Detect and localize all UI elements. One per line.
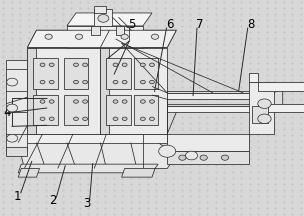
Polygon shape xyxy=(167,91,274,93)
Circle shape xyxy=(7,104,18,112)
Polygon shape xyxy=(6,60,27,151)
Polygon shape xyxy=(6,147,27,156)
Polygon shape xyxy=(100,48,167,134)
Circle shape xyxy=(122,80,127,84)
Polygon shape xyxy=(167,104,274,106)
Polygon shape xyxy=(18,164,158,173)
Text: 8: 8 xyxy=(247,18,254,31)
Polygon shape xyxy=(167,93,274,99)
Circle shape xyxy=(150,100,154,103)
Bar xyxy=(91,26,100,35)
Polygon shape xyxy=(122,168,155,177)
Circle shape xyxy=(151,34,159,39)
Circle shape xyxy=(258,99,271,108)
Circle shape xyxy=(49,80,54,84)
Polygon shape xyxy=(249,82,274,134)
Circle shape xyxy=(40,63,45,67)
Polygon shape xyxy=(27,30,176,48)
Circle shape xyxy=(7,78,18,86)
Bar xyxy=(106,58,131,89)
Polygon shape xyxy=(18,143,176,168)
Polygon shape xyxy=(167,134,249,151)
Circle shape xyxy=(150,80,154,84)
Circle shape xyxy=(40,117,45,121)
Bar xyxy=(33,58,58,89)
Polygon shape xyxy=(27,48,100,134)
Text: 4: 4 xyxy=(3,106,10,119)
Bar xyxy=(64,58,88,89)
Circle shape xyxy=(140,63,145,67)
Text: 6: 6 xyxy=(166,18,173,31)
Circle shape xyxy=(7,134,18,142)
Bar xyxy=(64,95,88,125)
Circle shape xyxy=(150,63,154,67)
Polygon shape xyxy=(167,151,249,164)
Circle shape xyxy=(221,155,229,160)
Circle shape xyxy=(83,63,88,67)
Circle shape xyxy=(159,145,176,157)
Polygon shape xyxy=(67,13,152,26)
Bar xyxy=(252,106,268,123)
Circle shape xyxy=(113,117,118,121)
Circle shape xyxy=(113,80,118,84)
Polygon shape xyxy=(67,26,143,48)
Polygon shape xyxy=(258,104,304,112)
Text: 7: 7 xyxy=(196,18,204,31)
Polygon shape xyxy=(27,30,109,48)
Circle shape xyxy=(200,155,207,160)
Text: 1: 1 xyxy=(14,190,21,203)
Circle shape xyxy=(49,117,54,121)
Circle shape xyxy=(49,100,54,103)
Bar xyxy=(94,9,112,26)
Circle shape xyxy=(83,80,88,84)
Circle shape xyxy=(258,114,271,124)
Polygon shape xyxy=(27,48,36,134)
Polygon shape xyxy=(249,73,258,82)
Circle shape xyxy=(49,63,54,67)
Circle shape xyxy=(122,117,127,121)
Circle shape xyxy=(122,100,127,103)
Circle shape xyxy=(98,14,109,22)
Circle shape xyxy=(122,63,127,67)
Polygon shape xyxy=(100,48,109,134)
Circle shape xyxy=(140,80,145,84)
Polygon shape xyxy=(167,106,274,112)
Circle shape xyxy=(40,80,45,84)
Bar xyxy=(94,6,106,13)
Circle shape xyxy=(113,100,118,103)
Circle shape xyxy=(40,100,45,103)
Polygon shape xyxy=(258,82,304,91)
Polygon shape xyxy=(100,30,176,48)
Circle shape xyxy=(179,155,186,160)
Circle shape xyxy=(75,34,83,39)
Circle shape xyxy=(121,34,128,39)
Polygon shape xyxy=(18,168,40,177)
Text: 3: 3 xyxy=(83,197,90,210)
Polygon shape xyxy=(274,89,283,112)
Text: 5: 5 xyxy=(129,18,136,31)
Circle shape xyxy=(74,63,78,67)
Circle shape xyxy=(74,100,78,103)
Circle shape xyxy=(150,117,154,121)
Bar xyxy=(106,95,131,125)
Bar xyxy=(134,58,158,89)
Circle shape xyxy=(74,117,78,121)
Circle shape xyxy=(140,100,145,103)
Polygon shape xyxy=(24,134,167,143)
Circle shape xyxy=(140,117,145,121)
Circle shape xyxy=(83,100,88,103)
Circle shape xyxy=(113,63,118,67)
Circle shape xyxy=(83,117,88,121)
Bar xyxy=(134,95,158,125)
Circle shape xyxy=(185,151,198,160)
Circle shape xyxy=(45,34,52,39)
Circle shape xyxy=(74,80,78,84)
Bar xyxy=(116,26,124,35)
Bar xyxy=(33,95,58,125)
Text: 2: 2 xyxy=(50,194,57,207)
